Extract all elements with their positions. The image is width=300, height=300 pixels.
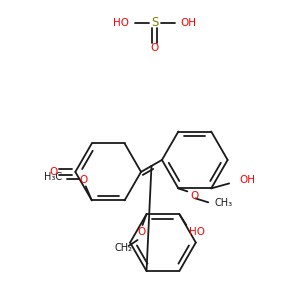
Text: O: O	[151, 44, 159, 53]
Text: HO: HO	[113, 18, 129, 28]
Text: O: O	[49, 167, 58, 177]
Text: O: O	[80, 176, 88, 185]
Text: OH: OH	[181, 18, 197, 28]
Text: O: O	[137, 227, 146, 237]
Text: H₃C: H₃C	[44, 172, 62, 182]
Text: OH: OH	[239, 176, 255, 185]
Text: O: O	[190, 191, 199, 201]
Text: CH₃: CH₃	[214, 198, 232, 208]
Text: S: S	[151, 16, 159, 29]
Text: HO: HO	[189, 227, 205, 237]
Text: CH₂: CH₂	[115, 243, 133, 253]
